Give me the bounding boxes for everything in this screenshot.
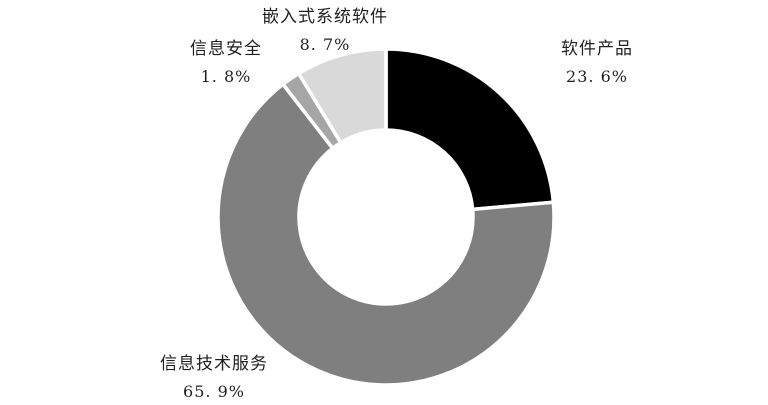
- slice-label-text: 嵌入式系统软件: [262, 7, 388, 27]
- donut-slice-1: [384, 47, 556, 212]
- slice-label-text: 信息安全: [190, 39, 262, 59]
- slice-percent-text: 1. 8%: [200, 67, 252, 86]
- slice-label-software-product: 软件产品 23. 6%: [561, 36, 633, 90]
- slice-label-text: 信息技术服务: [160, 354, 268, 374]
- slice-label-embedded-software: 嵌入式系统软件 8. 7%: [262, 4, 388, 58]
- slice-label-info-security: 信息安全 1. 8%: [190, 36, 262, 90]
- slice-percent-text: 65. 9%: [183, 382, 245, 401]
- slice-percent-text: 23. 6%: [566, 67, 628, 86]
- donut-slice-2: [216, 82, 556, 387]
- slice-label-text: 软件产品: [561, 39, 633, 59]
- slice-percent-text: 8. 7%: [299, 35, 351, 54]
- slice-label-it-services: 信息技术服务 65. 9%: [160, 351, 268, 405]
- donut-slice-4: [296, 47, 388, 145]
